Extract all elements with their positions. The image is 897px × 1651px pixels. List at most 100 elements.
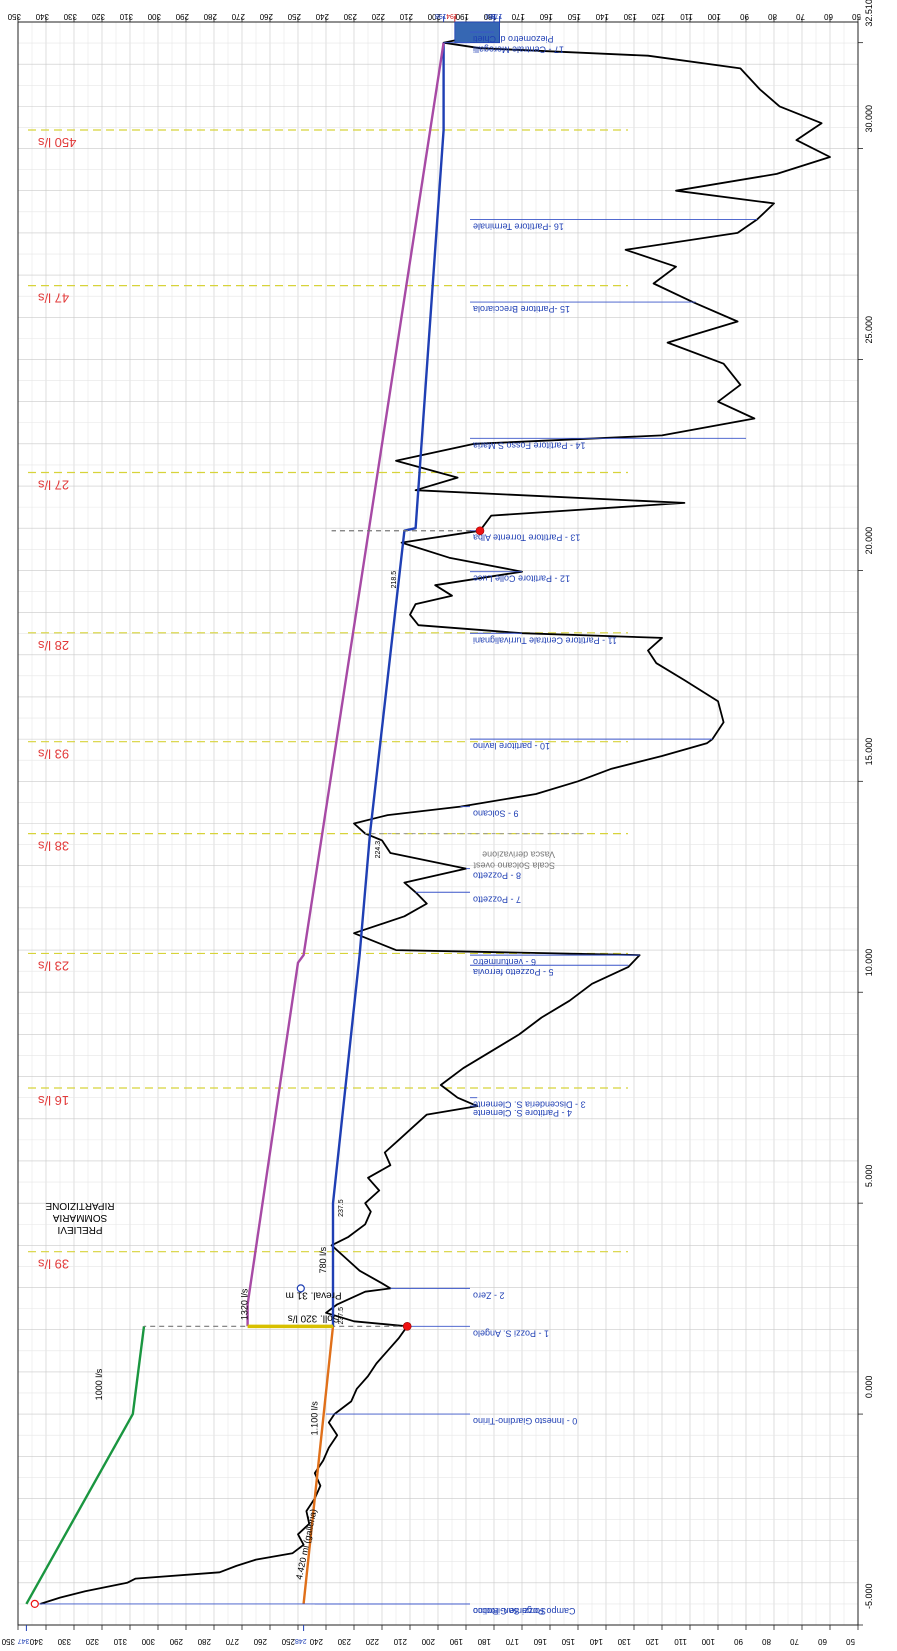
pump-label: Preval. 31 m (286, 1290, 342, 1301)
distance-tick-label: 25.000 (864, 316, 874, 344)
flow-label: 1320 l/s (240, 1288, 250, 1320)
station-label: 6 - venturimetro (473, 957, 536, 967)
elevation-tick-label-top: 330 (63, 12, 77, 21)
station-label: 17 - Centrale Meregalli (473, 45, 564, 55)
elevation-tick-label-bottom: 300 (141, 1637, 155, 1646)
elevation-tick-label-top: 310 (119, 12, 133, 21)
section-label: RIPARTIZIONE (45, 1200, 114, 1211)
elevation-tick-label-top: 140 (595, 12, 609, 21)
station-label: 10 - partitore lavino (473, 741, 550, 751)
elevation-tick-label-bottom: 260 (253, 1637, 267, 1646)
station-label: 12 - Partitore Colle Luce (473, 574, 570, 584)
elevation-tick-label-bottom: 230 (337, 1637, 351, 1646)
elevation-tick-label-top: 350 (7, 12, 21, 21)
series-piezometric-violet (246, 42, 445, 1327)
elevation-tick-label-top: 320 (91, 12, 105, 21)
elevation-tick-label-top: 80 (768, 12, 777, 21)
flow-label: 1.100 l/s (310, 1401, 320, 1436)
elevation-tick-label-bottom: 340 (29, 1637, 43, 1646)
elevation-tick-label-bottom: 110 (674, 1637, 687, 1646)
elevation-tick-label-bottom: 140 (589, 1637, 603, 1646)
elevation-tick-label-top: 280 (203, 12, 217, 21)
elevation-tick-label-top: 170 (511, 12, 525, 21)
elevation-tick-label-top: 150 (567, 12, 581, 21)
elevation-tick-label-top: 130 (623, 12, 637, 21)
level-label: 237.5 (338, 1199, 345, 1217)
vasca-label: Scala Solcano ovest (473, 860, 555, 870)
elevation-tick-label-bottom: 160 (533, 1637, 547, 1646)
elevation-tick-label-bottom: 330 (57, 1637, 71, 1646)
series (25, 21, 831, 1605)
distance-tick-label: 32.510 (864, 0, 874, 27)
level-label: 237.5 (338, 1307, 345, 1325)
elevation-tick-label-top: 100 (707, 12, 721, 21)
elevation-tick-label-bottom: 290 (169, 1637, 183, 1646)
station-label: 3 - Discenderia S. Clemente (473, 1100, 586, 1110)
pump-label: Soll. 320 l/s (288, 1312, 340, 1323)
elevation-tick-label-top: 240 (315, 12, 329, 21)
station-label: 13 - Partitore Torrente Alba (473, 533, 580, 543)
elevation-tick-label-bottom: 150 (561, 1637, 575, 1646)
elevation-tick-label-bottom: 100 (701, 1637, 715, 1646)
level-label: 224.3 (375, 841, 382, 859)
station-label: Campo Pozzi San. Rocco (473, 1606, 576, 1616)
station-label: 1 - Pozzi S. Angelo (473, 1328, 549, 1338)
extra-elevation-tick-label: 347 (18, 1637, 30, 1644)
elevation-tick-label-bottom: 220 (365, 1637, 379, 1646)
elevation-tick-label-bottom: 60 (818, 1637, 827, 1646)
extra-elevation-tick-label: 194 (446, 12, 458, 19)
series-piezometric-blue (331, 42, 445, 1327)
elevation-tick-label-top: 180 (483, 12, 497, 21)
elevation-tick-label-bottom: 270 (225, 1637, 239, 1646)
station-label: Piezometro di Chieti (473, 34, 554, 44)
node-marker (402, 1322, 412, 1331)
elevation-tick-label-bottom: 170 (505, 1637, 519, 1646)
elevation-tick-label-top: 300 (147, 12, 161, 21)
elevation-tick-label-bottom: 350 (1, 1637, 15, 1646)
tap-flow-label: 27 l/s (38, 478, 70, 493)
elevation-tick-label-top: 110 (680, 12, 693, 21)
elevation-tick-label-bottom: 180 (477, 1637, 491, 1646)
elevation-tick-label-top: 260 (259, 12, 273, 21)
elevation-tick-label-top: 210 (399, 12, 413, 21)
elevation-tick-label-top: 160 (539, 12, 553, 21)
valve-symbol (296, 1284, 305, 1293)
distance-tick-label: 15.000 (864, 738, 874, 766)
elevation-tick-label-bottom: 70 (790, 1637, 799, 1646)
flow-label: 1000 l/s (94, 1368, 104, 1400)
elevation-tick-label-top: 270 (231, 12, 245, 21)
section-label: SOMMARIA (52, 1212, 107, 1223)
level-label: 218.5 (391, 571, 398, 589)
station-label: 0 - Innesto Giardino-Tirino (473, 1416, 577, 1426)
distance-tick-label: 20.000 (864, 527, 874, 555)
elevation-tick-label-top: 190 (455, 12, 469, 21)
series-piezometric-green (25, 1326, 146, 1605)
elevation-tick-label-top: 200 (427, 12, 441, 21)
station-label: 7 - Pozzetto (473, 894, 521, 904)
elevation-tick-label-bottom: 250 (281, 1637, 295, 1646)
station-label: 8 - Pozzetto (473, 871, 521, 881)
distance-tick-label: 5.000 (864, 1165, 874, 1188)
elevation-tick-label-top: 340 (35, 12, 49, 21)
distance-tick-label: -5.000 (864, 1583, 874, 1609)
distance-tick-label: 10.000 (864, 949, 874, 977)
source-symbol (30, 1599, 39, 1609)
elevation-tick-label-bottom: 210 (393, 1637, 407, 1646)
elevation-tick-label-bottom: 240 (309, 1637, 323, 1646)
elevation-tick-label-bottom: 200 (421, 1637, 435, 1646)
flow-label: 780 l/s (318, 1246, 328, 1273)
tap-flow-label: 47 l/s (38, 291, 70, 306)
elevation-tick-label-bottom: 310 (113, 1637, 127, 1646)
section-label: PRELIEVI (57, 1224, 102, 1235)
station-label: 15 -Partitore Brecciarola (473, 304, 570, 314)
station-label: 14 - Partitore Fosso S.Maria (473, 440, 586, 450)
station-label: 9 - Solcano (473, 809, 519, 819)
tap-flow-label: 93 l/s (38, 747, 70, 762)
elevation-tick-label-top: 230 (343, 12, 357, 21)
axes: 50 50 60 60 70 70 80 80 90 90 100 100 110 110 120 120 13… (1, 0, 874, 1646)
tap-flow-label: 39 l/s (38, 1257, 70, 1272)
station-label: 5 - Pozzetto ferrovia (473, 967, 554, 977)
elevation-tick-label-top: 70 (796, 12, 805, 21)
